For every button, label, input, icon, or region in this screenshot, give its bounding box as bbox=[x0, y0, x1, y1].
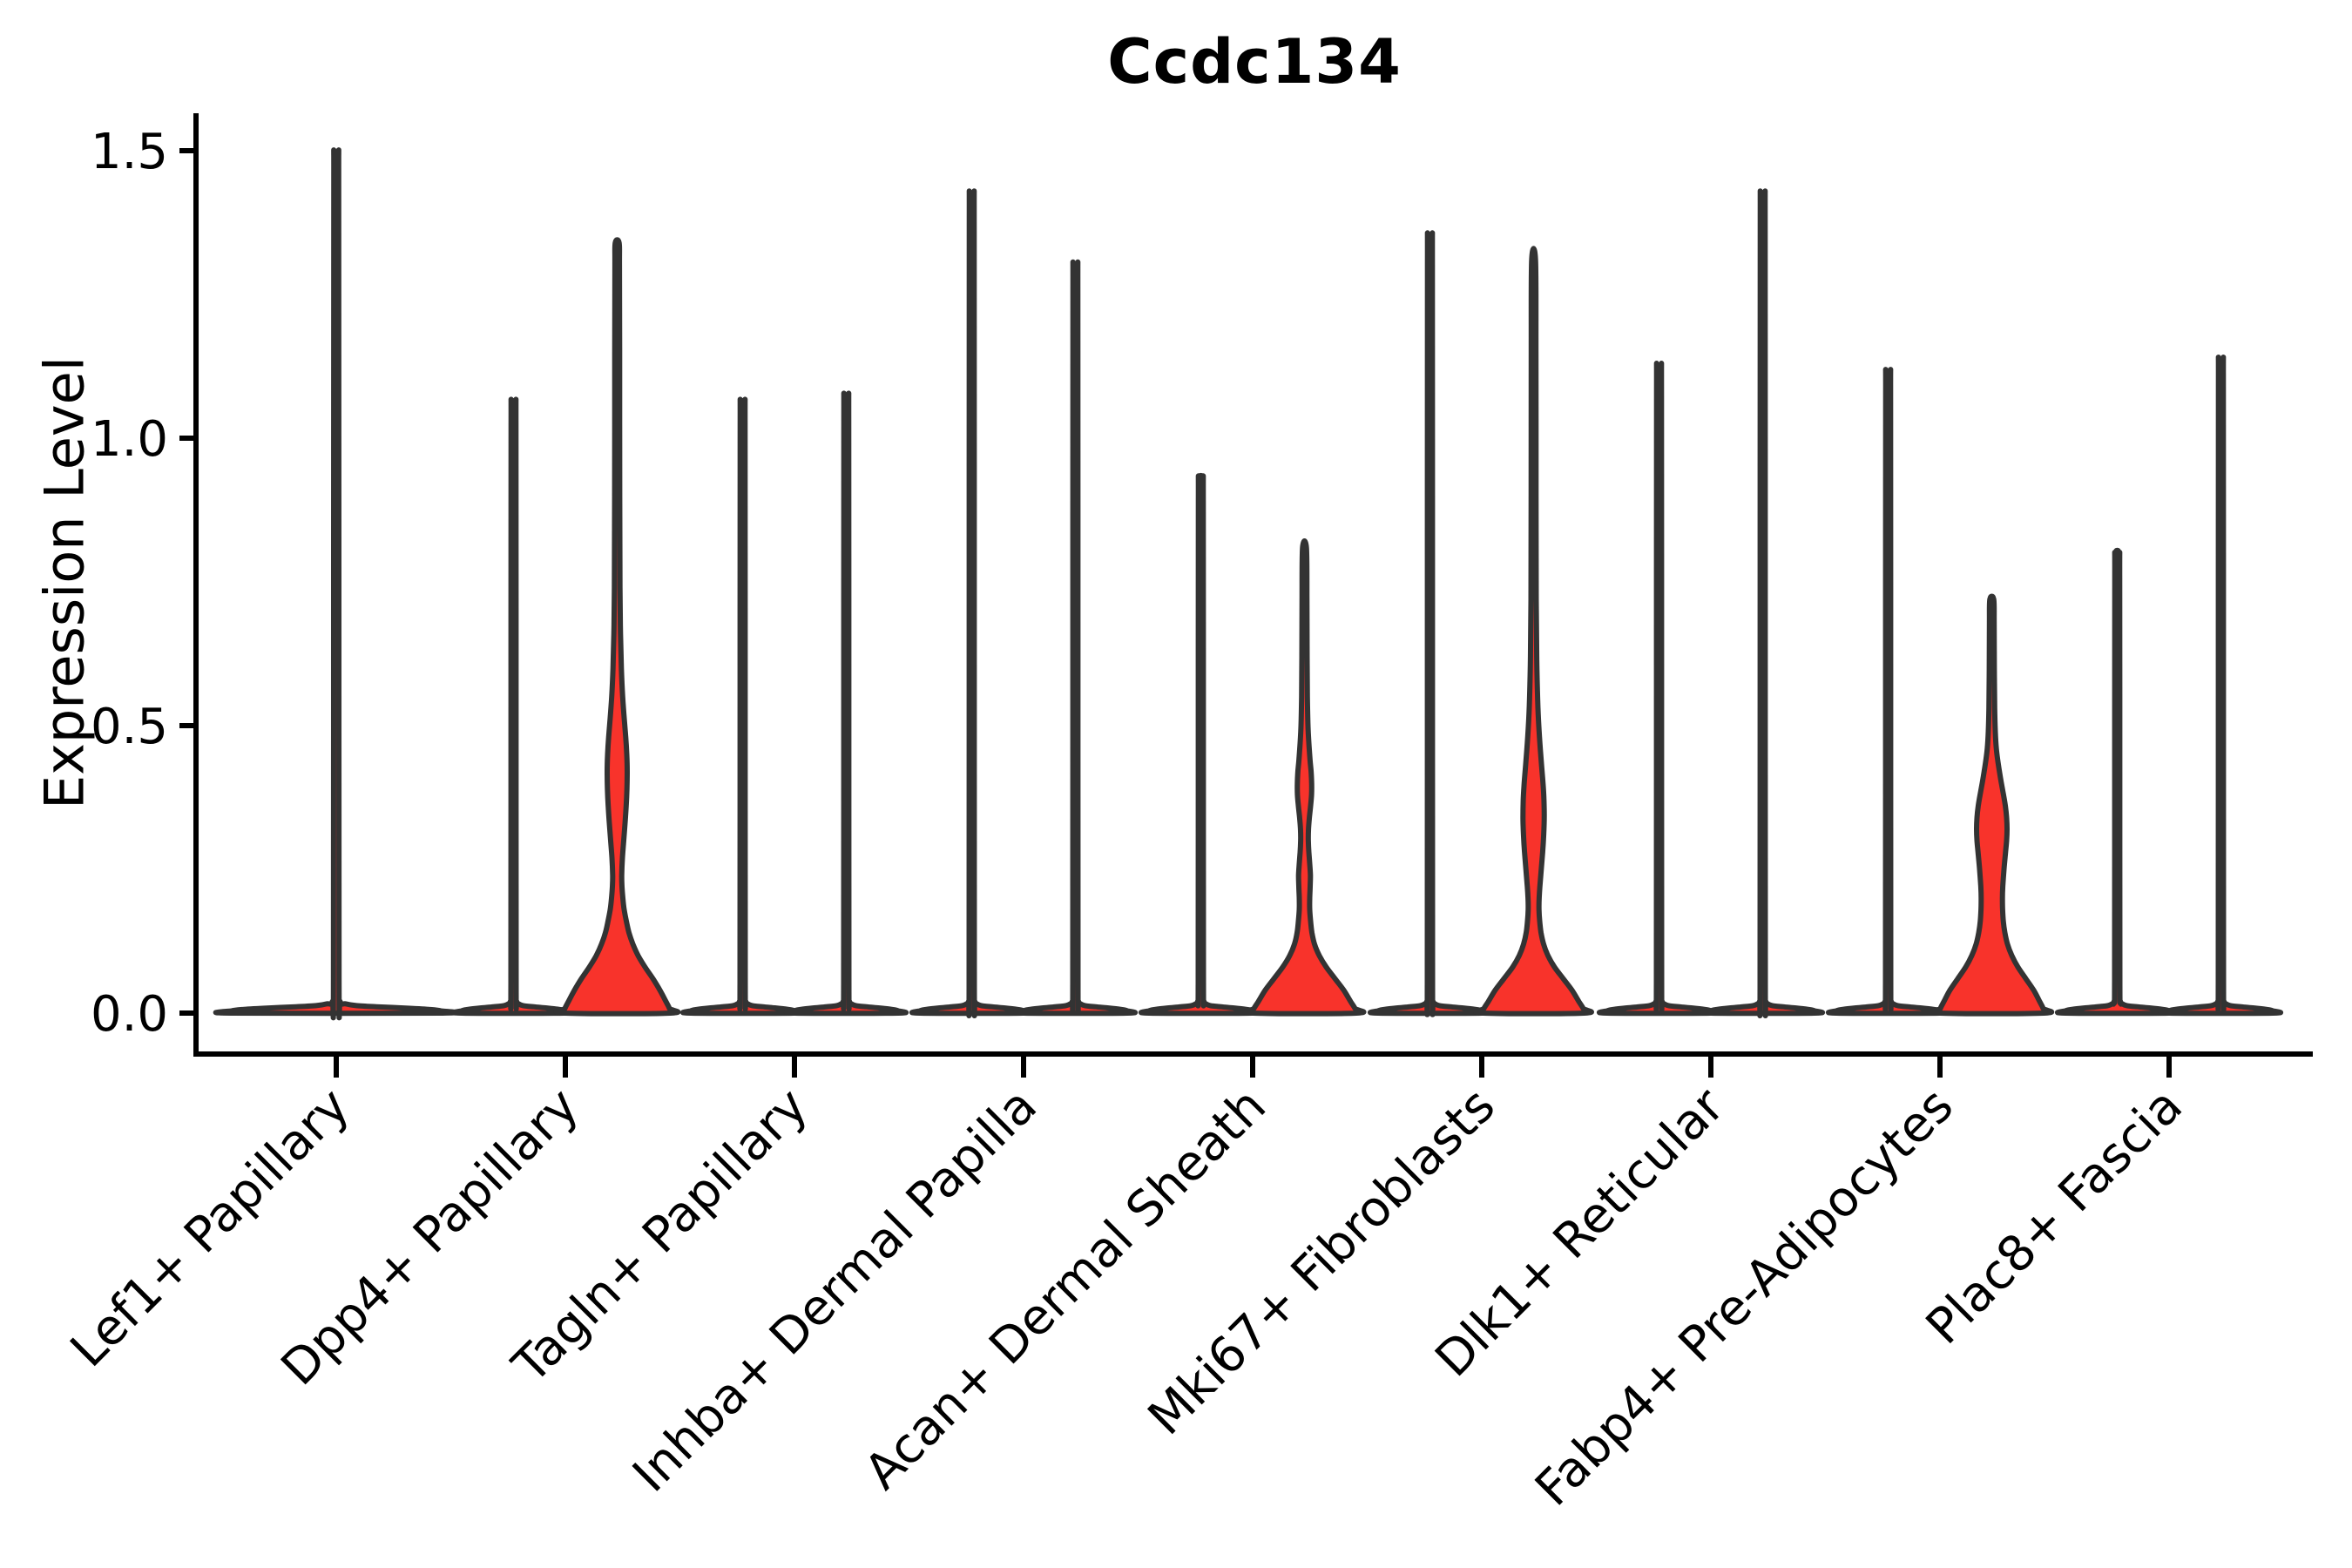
violin-inhba-dermal-papilla-left bbox=[909, 188, 1035, 1019]
violin-acan-dermal-sheath-right bbox=[1242, 537, 1367, 1017]
violin-acan-dermal-sheath-left bbox=[1138, 473, 1264, 1017]
y-tick-label-0.0: 0.0 bbox=[91, 986, 168, 1043]
x-tick-label-8: Fabp4+ Pre-Adipocytes bbox=[1524, 1078, 1964, 1517]
violin-dlk1-reticular-right bbox=[1700, 188, 1826, 1019]
x-tick-label-4: Inhba+ Dermal Papilla bbox=[622, 1078, 1048, 1504]
violin-tagln-papillary-left bbox=[679, 396, 806, 1017]
violin-dpp4-papillary-left bbox=[450, 396, 577, 1017]
violin-plac8-fascia-left bbox=[2054, 547, 2180, 1017]
violin-dlk1-reticular-left bbox=[1596, 361, 1722, 1017]
violin-mki67-fibroblasts-right bbox=[1473, 246, 1594, 1017]
violin-fabp4-pre-adipocytes-left bbox=[1825, 367, 1951, 1017]
violin-inhba-dermal-papilla-right bbox=[1012, 259, 1139, 1017]
y-tick-label-0.5: 0.5 bbox=[91, 699, 168, 755]
y-tick-label-1.0: 1.0 bbox=[91, 411, 168, 468]
violin-mki67-fibroblasts-left bbox=[1367, 230, 1493, 1017]
violin-plac8-fascia-right bbox=[2158, 355, 2284, 1017]
violin-lef1-papillary-center bbox=[213, 147, 460, 1021]
violin-fabp4-pre-adipocytes-right bbox=[1929, 593, 2055, 1017]
violin-dpp4-papillary-right bbox=[553, 237, 681, 1017]
violin-tagln-papillary-right bbox=[783, 390, 909, 1017]
plot-title: Ccdc134 bbox=[1107, 26, 1402, 98]
x-tick-label-5: Acan+ Dermal Sheath bbox=[854, 1078, 1277, 1501]
y-tick-label-1.5: 1.5 bbox=[91, 124, 168, 180]
